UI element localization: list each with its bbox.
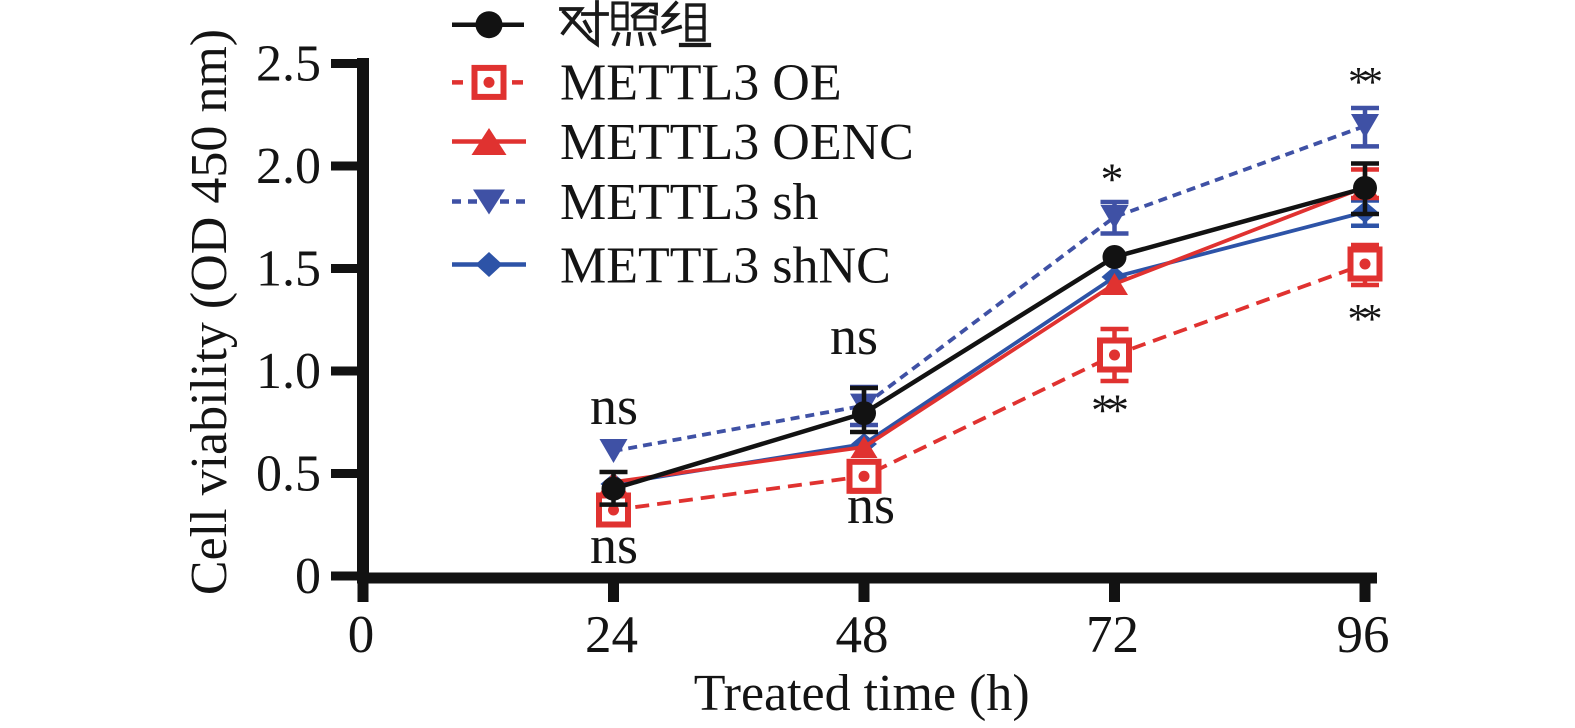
svg-text:METTL3 OE: METTL3 OE xyxy=(560,54,842,111)
svg-text:Cell viability (OD 450 nm): Cell viability (OD 450 nm) xyxy=(181,29,238,595)
svg-text:0.5: 0.5 xyxy=(256,446,321,503)
svg-text:*: * xyxy=(1106,385,1129,436)
svg-text:1.5: 1.5 xyxy=(256,241,321,298)
svg-text:1.0: 1.0 xyxy=(256,343,321,400)
svg-text:Treated time (h): Treated time (h) xyxy=(694,665,1030,722)
svg-text:*: * xyxy=(1362,297,1383,343)
svg-text:48: 48 xyxy=(836,606,889,664)
svg-text:*: * xyxy=(1091,385,1114,436)
svg-text:96: 96 xyxy=(1337,606,1390,664)
svg-text:ns: ns xyxy=(590,376,638,436)
svg-text:0: 0 xyxy=(348,606,375,664)
svg-text:METTL3 shNC: METTL3 shNC xyxy=(560,238,891,295)
svg-text:24: 24 xyxy=(585,606,638,664)
svg-text:ns: ns xyxy=(590,515,638,575)
svg-text:*: * xyxy=(1348,297,1369,343)
svg-text:2.0: 2.0 xyxy=(256,138,321,195)
svg-text:ns: ns xyxy=(830,306,878,366)
svg-text:2.5: 2.5 xyxy=(256,36,321,93)
svg-text:METTL3 OENC: METTL3 OENC xyxy=(560,114,914,171)
svg-text:METTL3 sh: METTL3 sh xyxy=(560,174,819,231)
svg-text:ns: ns xyxy=(847,475,895,535)
svg-text:*: * xyxy=(1362,60,1383,106)
svg-text:72: 72 xyxy=(1086,606,1139,664)
svg-text:*: * xyxy=(1348,60,1369,106)
svg-text:0: 0 xyxy=(295,548,321,605)
svg-text:*: * xyxy=(1101,154,1124,205)
